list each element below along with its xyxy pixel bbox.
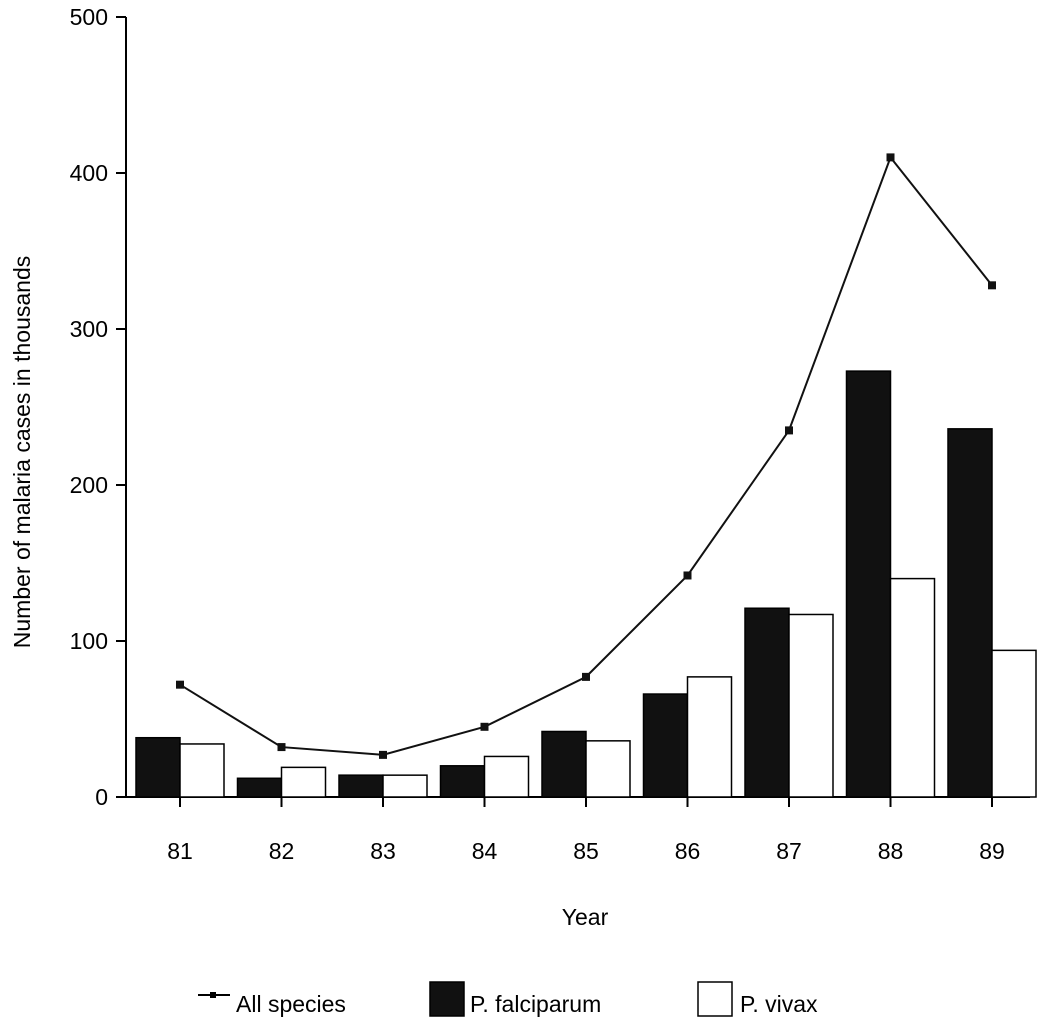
bar-p-vivax: [889, 577, 936, 798]
legend-swatch-falciparum: [429, 981, 465, 1017]
point-all-species: [988, 281, 996, 290]
point-all-species: [886, 153, 895, 162]
legend-marker-swatch: [210, 992, 216, 998]
bar-p-vivax: [686, 676, 733, 798]
bar-p-vivax: [179, 743, 225, 798]
y-tick-label: 400: [70, 160, 108, 186]
point-all-species: [785, 426, 793, 435]
x-tick-label: 88: [878, 838, 904, 864]
bar-p-falciparum: [338, 774, 384, 798]
bar-p-falciparum: [541, 730, 587, 798]
y-axis: 0 100 200 300 400 500: [70, 4, 127, 810]
legend-label-p-falciparum: P. falciparum: [470, 991, 601, 1017]
legend-item-p-falciparum: P. falciparum: [429, 981, 601, 1017]
bar-p-falciparum: [947, 428, 993, 798]
point-all-species: [379, 750, 387, 759]
bar-p-falciparum: [236, 777, 283, 798]
bar-p-vivax: [585, 740, 631, 798]
x-axis-title: Year: [562, 904, 609, 930]
point-all-species: [683, 571, 692, 580]
bar-p-falciparum: [135, 736, 181, 798]
x-axis: 81 82 83 84 85 86 87 88 89: [126, 796, 1030, 864]
legend-label-all-species: All species: [236, 991, 346, 1017]
legend-item-all-species: All species: [198, 991, 346, 1017]
y-tick-label: 200: [70, 472, 108, 498]
y-tick-label: 300: [70, 316, 108, 342]
legend-item-p-vivax: P. vivax: [697, 981, 818, 1017]
x-tick-label: 86: [675, 838, 701, 864]
y-tick-label: 0: [95, 784, 108, 810]
bar-p-vivax: [483, 755, 530, 798]
point-all-species: [176, 680, 184, 689]
bar-p-falciparum: [845, 370, 892, 798]
y-tick-label: 100: [70, 628, 108, 654]
x-tick-label: 84: [472, 838, 498, 864]
x-tick-label: 89: [979, 838, 1005, 864]
legend: All species P. falciparum P. vivax: [198, 981, 818, 1017]
bar-p-falciparum: [642, 693, 689, 798]
all-species-line: [176, 153, 996, 759]
x-tick-label: 85: [573, 838, 599, 864]
y-axis-title: Number of malaria cases in thousands: [9, 256, 35, 648]
x-tick-label: 87: [776, 838, 802, 864]
bar-p-falciparum: [439, 765, 486, 798]
x-tick-label: 83: [370, 838, 396, 864]
point-all-species: [277, 743, 286, 752]
legend-swatch-vivax: [697, 981, 733, 1017]
x-tick-label: 81: [167, 838, 193, 864]
bar-p-vivax: [788, 613, 834, 798]
bars: [135, 370, 1037, 798]
y-tick-label: 500: [70, 4, 108, 30]
bar-p-vivax: [991, 649, 1037, 798]
point-all-species: [480, 722, 489, 731]
bar-p-vivax: [382, 774, 428, 798]
x-tick-label: 82: [269, 838, 295, 864]
legend-label-p-vivax: P. vivax: [740, 991, 818, 1017]
bar-p-falciparum: [744, 607, 790, 798]
bar-p-vivax: [280, 766, 327, 798]
point-all-species: [582, 672, 590, 681]
